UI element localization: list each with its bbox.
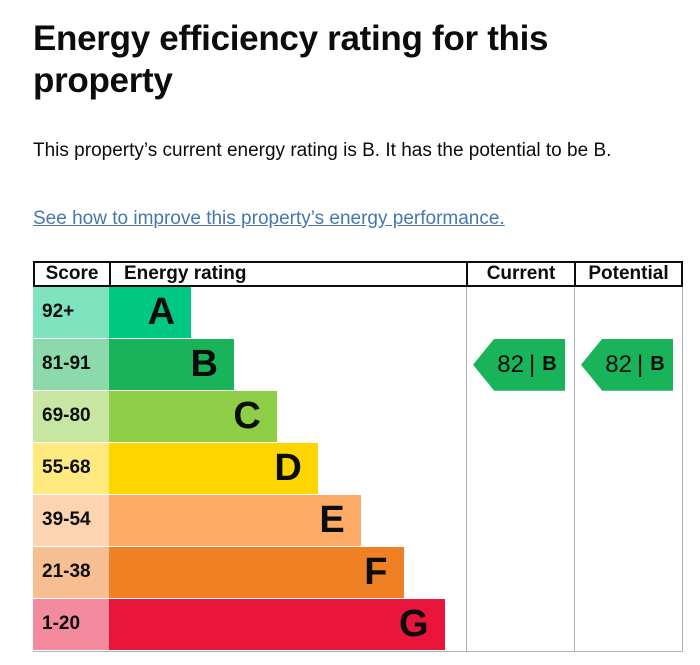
band-score-cell: 39-54 (33, 494, 109, 547)
band-score-cell: 92+ (33, 286, 109, 339)
band-score-cell: 81-91 (33, 338, 109, 391)
potential-band-letter: B (650, 353, 665, 376)
current-column-cell (466, 494, 574, 547)
epc-band-row-d: 55-68 D (33, 442, 683, 495)
band-bar: E (109, 494, 361, 547)
band-bar-zone: F (109, 546, 466, 599)
band-score-cell: 69-80 (33, 390, 109, 443)
band-letter: E (319, 499, 345, 542)
header-score: Score (33, 262, 109, 285)
epc-band-row-g: 1-20 G (33, 598, 683, 651)
band-bar-zone: D (109, 442, 466, 495)
current-rating-marker: 82 | B (473, 338, 565, 391)
potential-column-cell (574, 494, 683, 547)
band-bar-zone: B (109, 338, 466, 391)
potential-column-cell (574, 286, 683, 339)
band-score-cell: 55-68 (33, 442, 109, 495)
summary-text: This property’s current energy rating is… (33, 140, 612, 161)
epc-band-row-a: 92+ A (33, 286, 683, 339)
page-title: Energy efficiency rating for this proper… (33, 19, 549, 100)
potential-column-cell (574, 442, 683, 495)
band-bar: D (109, 442, 318, 495)
potential-score: 82 (605, 350, 632, 378)
potential-column-cell (574, 546, 683, 599)
epc-graph-body: 92+ A 81-91 B 69-80 C (33, 286, 683, 652)
band-score-cell: 21-38 (33, 546, 109, 599)
marker-divider: | (529, 350, 536, 378)
header-potential: Potential (574, 262, 683, 285)
epc-band-row-b: 81-91 B (33, 338, 683, 391)
header-current: Current (466, 262, 574, 285)
band-score-cell: 1-20 (33, 598, 109, 651)
potential-column-cell (574, 598, 683, 651)
band-letter: A (147, 291, 176, 334)
potential-column-cell (574, 338, 683, 391)
current-column-cell (466, 338, 574, 391)
current-column-cell (466, 546, 574, 599)
band-bar-zone: G (109, 598, 466, 651)
improve-link[interactable]: See how to improve this property’s energ… (33, 207, 505, 229)
current-band-letter: B (542, 353, 557, 376)
band-letter: B (190, 343, 218, 386)
current-column-cell (466, 442, 574, 495)
band-bar: B (109, 338, 234, 391)
epc-graph: Score Energy rating Current Potential 92… (33, 260, 683, 652)
current-score: 82 (497, 350, 524, 378)
band-bar-zone: A (109, 286, 466, 339)
band-bar: G (109, 598, 445, 651)
epc-band-row-e: 39-54 E (33, 494, 683, 547)
band-bar-zone: C (109, 390, 466, 443)
band-letter: D (274, 447, 302, 490)
potential-rating-marker: 82 | B (581, 338, 673, 391)
epc-graph-header: Score Energy rating Current Potential (33, 260, 683, 287)
potential-column-cell (574, 390, 683, 443)
band-letter: C (233, 395, 261, 438)
current-column-cell (466, 598, 574, 651)
current-column-cell (466, 286, 574, 339)
band-letter: F (364, 551, 388, 594)
band-letter: G (399, 603, 429, 646)
band-bar: A (109, 286, 192, 339)
band-bar: C (109, 390, 277, 443)
band-bar-zone: E (109, 494, 466, 547)
marker-divider: | (637, 350, 644, 378)
current-column-cell (466, 390, 574, 443)
band-bar: F (109, 546, 404, 599)
header-energy-rating: Energy rating (109, 262, 466, 285)
epc-band-row-c: 69-80 C (33, 390, 683, 443)
epc-band-row-f: 21-38 F (33, 546, 683, 599)
